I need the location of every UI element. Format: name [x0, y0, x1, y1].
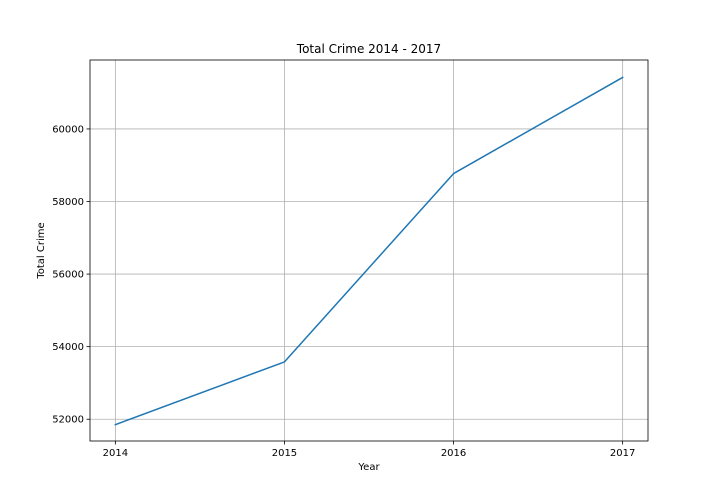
x-tick-label: 2017 [610, 448, 635, 459]
x-tick-label: 2015 [272, 448, 297, 459]
plot-area-frame [89, 59, 649, 442]
y-axis-label: Total Crime [36, 222, 47, 279]
y-tick-label: 52000 [52, 415, 84, 426]
y-tick-label: 54000 [52, 342, 84, 353]
x-axis-label: Year [357, 462, 380, 473]
y-tick-label: 56000 [52, 270, 84, 281]
chart-title: Total Crime 2014 - 2017 [296, 42, 441, 56]
axis-ticks: 2014 2015 2016 2017 52000 54000 56000 58000 6000… [52, 124, 635, 459]
x-tick-label: 2014 [103, 448, 128, 459]
grid [90, 60, 648, 441]
x-tick-label: 2016 [441, 448, 466, 459]
y-tick-label: 58000 [52, 197, 84, 208]
series-line [114, 76, 624, 426]
series-layer [114, 76, 624, 426]
y-tick-label: 60000 [52, 124, 84, 135]
